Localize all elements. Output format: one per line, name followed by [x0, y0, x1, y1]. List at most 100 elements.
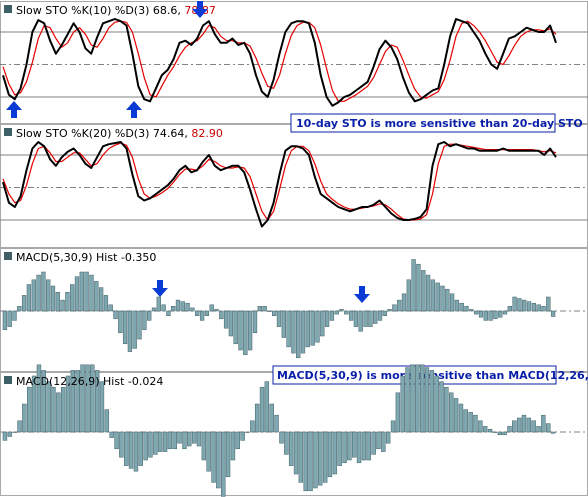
hist-bar — [449, 293, 455, 312]
hist-bar — [274, 414, 279, 433]
hist-bar — [264, 381, 270, 433]
hist-bar — [347, 431, 352, 461]
hist-bar — [454, 299, 460, 312]
hist-bar — [75, 370, 80, 433]
hist-bar — [209, 304, 214, 312]
comma: , — [184, 127, 191, 140]
annotation-text: 10-day STO is more sensitive than 20-day… — [296, 117, 583, 130]
hist-bar — [400, 375, 405, 433]
hist-bar — [329, 310, 335, 321]
legend-icon — [4, 376, 12, 384]
hist-bar — [225, 431, 231, 478]
hist-bar — [94, 370, 100, 433]
hist-bar — [507, 426, 512, 433]
hist-bar — [541, 414, 546, 433]
hist-bar — [373, 310, 378, 324]
hist-bar — [235, 431, 240, 450]
hist-bar — [27, 386, 32, 433]
hist-bar — [157, 431, 163, 452]
hist-bar — [177, 431, 182, 444]
hist-bar — [363, 310, 368, 327]
hist-bar — [243, 310, 248, 355]
hist-bar — [223, 310, 229, 329]
hist-bar — [60, 386, 66, 433]
hist-bar — [113, 310, 118, 320]
hist-bar — [536, 304, 541, 312]
hist-bar — [228, 310, 234, 337]
hist-bar — [172, 431, 177, 450]
hist-bar — [50, 285, 56, 312]
panel-title: MACD(5,30,9) Hist -0.350 — [16, 251, 156, 264]
legend-icon — [4, 128, 12, 136]
hist-bar — [421, 270, 426, 312]
macd-panel-2: MACD(12,26,9) Hist -0.024 — [0, 364, 588, 497]
hist-bar — [293, 431, 299, 475]
hist-bar — [348, 310, 354, 321]
hist-bar — [267, 310, 272, 312]
hist-bar — [492, 431, 498, 433]
hist-bar — [119, 431, 124, 458]
hist-bar — [318, 431, 323, 486]
hist-value: -0.024 — [128, 375, 163, 388]
hist-bar — [162, 431, 168, 452]
hist-bar — [79, 271, 84, 312]
hist-bar — [238, 310, 243, 351]
hist-bar — [487, 428, 493, 433]
hist-bar — [247, 310, 253, 351]
hist-bar — [334, 310, 339, 315]
hist-bar — [133, 431, 139, 472]
hist-bar — [167, 431, 173, 450]
sto-panel-2: Slow STO %K(20) %D(3) 74.64, 82.90 10-day… — [0, 113, 588, 228]
hist-bar — [2, 431, 8, 441]
arrow-down-icon — [354, 286, 370, 303]
hist-bar — [60, 299, 65, 312]
hist-bar — [240, 431, 245, 441]
title-prefix: MACD(12,26,9) Hist — [16, 375, 125, 388]
hist-bar — [12, 431, 17, 433]
hist-bar — [65, 292, 70, 312]
hist-bar — [127, 310, 133, 352]
hist-bar — [204, 310, 210, 316]
hist-bar — [221, 431, 226, 497]
hist-bar — [21, 295, 27, 312]
hist-bar — [536, 426, 541, 433]
hist-bar — [449, 392, 454, 433]
hist-bar — [522, 299, 527, 312]
hist-bar — [361, 431, 367, 461]
hist-bar — [147, 310, 152, 321]
hist-bar — [531, 302, 537, 312]
hist-bar — [376, 431, 381, 450]
hist-bar — [401, 293, 407, 312]
hist-bar — [300, 310, 306, 354]
hist-bar — [474, 310, 479, 315]
hist-bar — [74, 276, 80, 312]
hist-bar — [51, 386, 56, 433]
hist-bar — [196, 431, 202, 447]
hist-bar — [366, 431, 371, 461]
hist-bar — [498, 310, 503, 318]
hist-bar — [85, 364, 90, 433]
hist-bar — [478, 310, 484, 318]
hist-bar — [435, 282, 440, 312]
hist-bar — [440, 285, 445, 312]
hist-bar — [392, 304, 397, 312]
hist-bar — [445, 288, 450, 312]
hist-bar — [517, 298, 522, 312]
hist-bar — [296, 310, 301, 359]
hist-bar — [36, 274, 41, 312]
k-line — [2, 141, 557, 228]
arrow-down-icon — [192, 1, 208, 18]
hist-bar — [17, 420, 22, 433]
hist-bar — [419, 364, 425, 433]
hist-bar — [488, 310, 493, 321]
hist-bar — [493, 310, 498, 320]
hist-bar — [377, 310, 383, 321]
hist-bar — [482, 426, 488, 433]
hist-bar — [70, 370, 76, 433]
hist-bar — [12, 310, 17, 321]
hist-bar — [161, 304, 166, 312]
hist-bar — [385, 431, 391, 444]
hist-bar — [185, 302, 190, 312]
hist-bar — [254, 403, 260, 433]
hist-bar — [46, 381, 51, 433]
